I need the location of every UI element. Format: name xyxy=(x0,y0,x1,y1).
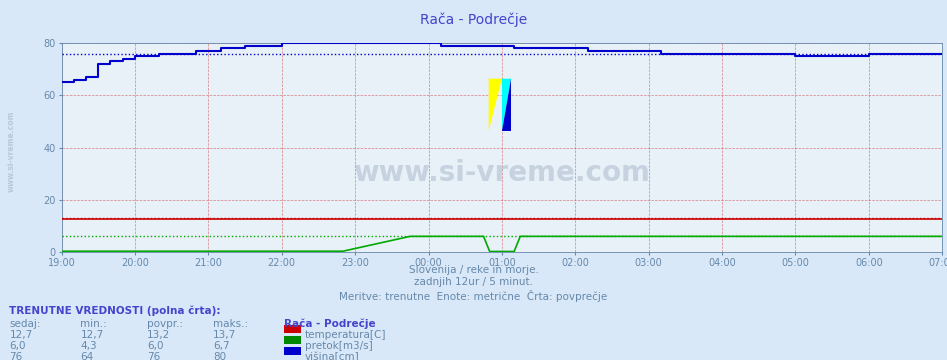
Text: 13,2: 13,2 xyxy=(147,330,170,340)
Text: zadnjih 12ur / 5 minut.: zadnjih 12ur / 5 minut. xyxy=(414,277,533,287)
Text: 76: 76 xyxy=(147,352,160,360)
Text: 13,7: 13,7 xyxy=(213,330,237,340)
Text: pretok[m3/s]: pretok[m3/s] xyxy=(305,341,373,351)
Text: 6,0: 6,0 xyxy=(147,341,163,351)
Text: Slovenija / reke in morje.: Slovenija / reke in morje. xyxy=(408,265,539,275)
Polygon shape xyxy=(489,79,502,131)
Text: www.si-vreme.com: www.si-vreme.com xyxy=(353,159,651,186)
Polygon shape xyxy=(502,79,511,131)
Text: 80: 80 xyxy=(213,352,226,360)
Text: 12,7: 12,7 xyxy=(80,330,104,340)
Text: 76: 76 xyxy=(9,352,23,360)
Text: TRENUTNE VREDNOSTI (polna črta):: TRENUTNE VREDNOSTI (polna črta): xyxy=(9,306,221,316)
Text: www.si-vreme.com: www.si-vreme.com xyxy=(7,111,16,192)
Text: Meritve: trenutne  Enote: metrične  Črta: povprečje: Meritve: trenutne Enote: metrične Črta: … xyxy=(339,290,608,302)
Text: sedaj:: sedaj: xyxy=(9,319,41,329)
Text: min.:: min.: xyxy=(80,319,107,329)
Text: 6,7: 6,7 xyxy=(213,341,230,351)
Text: maks.:: maks.: xyxy=(213,319,248,329)
Polygon shape xyxy=(502,79,511,131)
Text: 4,3: 4,3 xyxy=(80,341,98,351)
Text: povpr.:: povpr.: xyxy=(147,319,183,329)
Text: Rača - Podrečje: Rača - Podrečje xyxy=(284,319,376,329)
Text: 6,0: 6,0 xyxy=(9,341,26,351)
Text: višina[cm]: višina[cm] xyxy=(305,352,360,360)
Text: 12,7: 12,7 xyxy=(9,330,33,340)
Text: 64: 64 xyxy=(80,352,94,360)
Text: Rača - Podrečje: Rača - Podrečje xyxy=(420,13,527,27)
Text: temperatura[C]: temperatura[C] xyxy=(305,330,386,340)
